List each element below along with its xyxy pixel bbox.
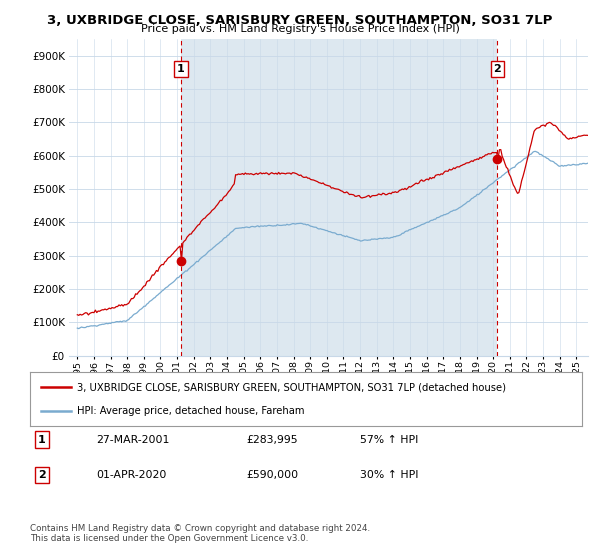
Text: 27-MAR-2001: 27-MAR-2001 [96,435,169,445]
Text: 3, UXBRIDGE CLOSE, SARISBURY GREEN, SOUTHAMPTON, SO31 7LP: 3, UXBRIDGE CLOSE, SARISBURY GREEN, SOUT… [47,14,553,27]
Text: 30% ↑ HPI: 30% ↑ HPI [360,470,419,480]
Text: 1: 1 [38,435,46,445]
Text: £590,000: £590,000 [246,470,298,480]
Text: 2: 2 [493,64,501,74]
Text: 57% ↑ HPI: 57% ↑ HPI [360,435,418,445]
Text: Price paid vs. HM Land Registry's House Price Index (HPI): Price paid vs. HM Land Registry's House … [140,24,460,34]
Text: Contains HM Land Registry data © Crown copyright and database right 2024.
This d: Contains HM Land Registry data © Crown c… [30,524,370,543]
Text: 1: 1 [177,64,185,74]
Text: HPI: Average price, detached house, Fareham: HPI: Average price, detached house, Fare… [77,405,304,416]
Bar [181,39,497,356]
Text: £283,995: £283,995 [246,435,298,445]
Text: 3, UXBRIDGE CLOSE, SARISBURY GREEN, SOUTHAMPTON, SO31 7LP (detached house): 3, UXBRIDGE CLOSE, SARISBURY GREEN, SOUT… [77,382,506,393]
Text: 2: 2 [38,470,46,480]
Text: 01-APR-2020: 01-APR-2020 [96,470,166,480]
